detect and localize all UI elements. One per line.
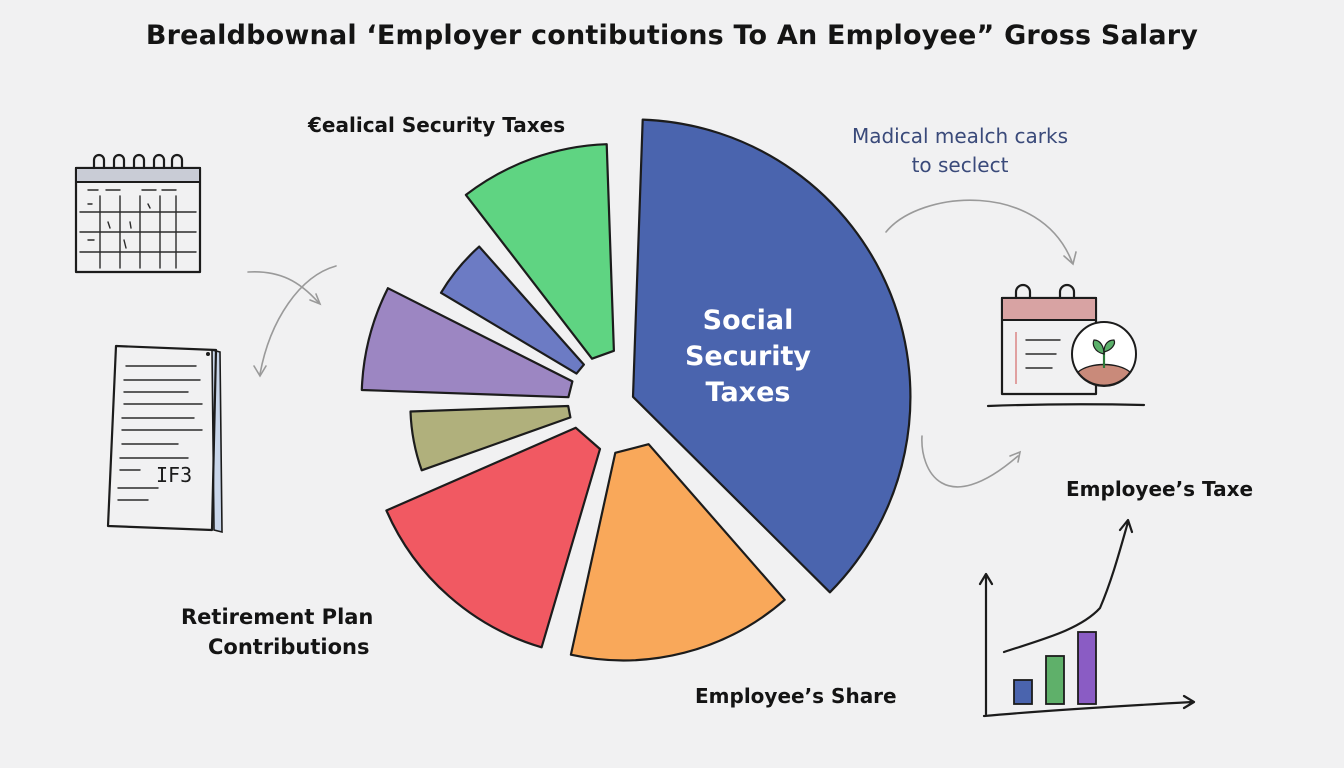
document-icon xyxy=(106,344,223,534)
document-text: IF3 xyxy=(156,463,192,487)
arrow-note xyxy=(885,199,1073,263)
retirement-plan-label: Retirement Plan Contributions xyxy=(181,602,373,662)
mini-bar-2 xyxy=(1045,655,1065,705)
retirement-label-line1: Retirement Plan xyxy=(181,605,374,629)
pie-slice-2 xyxy=(569,443,786,662)
pie-slice-5 xyxy=(360,287,574,399)
mini-bar-1 xyxy=(1013,679,1033,705)
pie-slice-4 xyxy=(409,404,572,472)
arrow-document xyxy=(259,265,337,375)
retirement-label-line2: Contributions xyxy=(208,635,370,659)
medical-security-taxes-label: €ealical Security Taxes xyxy=(308,113,566,137)
annotation-note-line2: to seclect xyxy=(911,153,1009,177)
annotation-note: Madical mealch carks to seclect xyxy=(800,122,1120,180)
social-security-slice-label: Social Security Taxes xyxy=(668,303,828,411)
pie-slice-7 xyxy=(464,143,615,360)
arrow-calendar xyxy=(247,271,319,303)
slice-label-line1: Social xyxy=(702,305,794,336)
pie-slice-1 xyxy=(631,118,912,594)
mini-bar-3 xyxy=(1077,631,1097,705)
pie-slice-3 xyxy=(385,426,602,649)
calendar-icon xyxy=(74,153,202,274)
chart-title: Brealdbownal ‘Employer contibutions To A… xyxy=(145,20,1199,51)
pie-slice-6 xyxy=(439,245,585,375)
slice-label-line3: Taxes xyxy=(705,377,791,408)
planner-plant-icon xyxy=(986,283,1146,408)
employee-share-label: Employee’s Share xyxy=(695,684,897,708)
mini-bar-chart xyxy=(978,518,1196,718)
employee-taxe-label: Employee’s Taxe xyxy=(1066,477,1254,501)
arrow-chart xyxy=(921,435,1019,488)
annotation-note-line1: Madical mealch carks xyxy=(851,124,1069,148)
slice-label-line2: Security xyxy=(684,341,812,372)
pie-chart xyxy=(360,118,912,662)
